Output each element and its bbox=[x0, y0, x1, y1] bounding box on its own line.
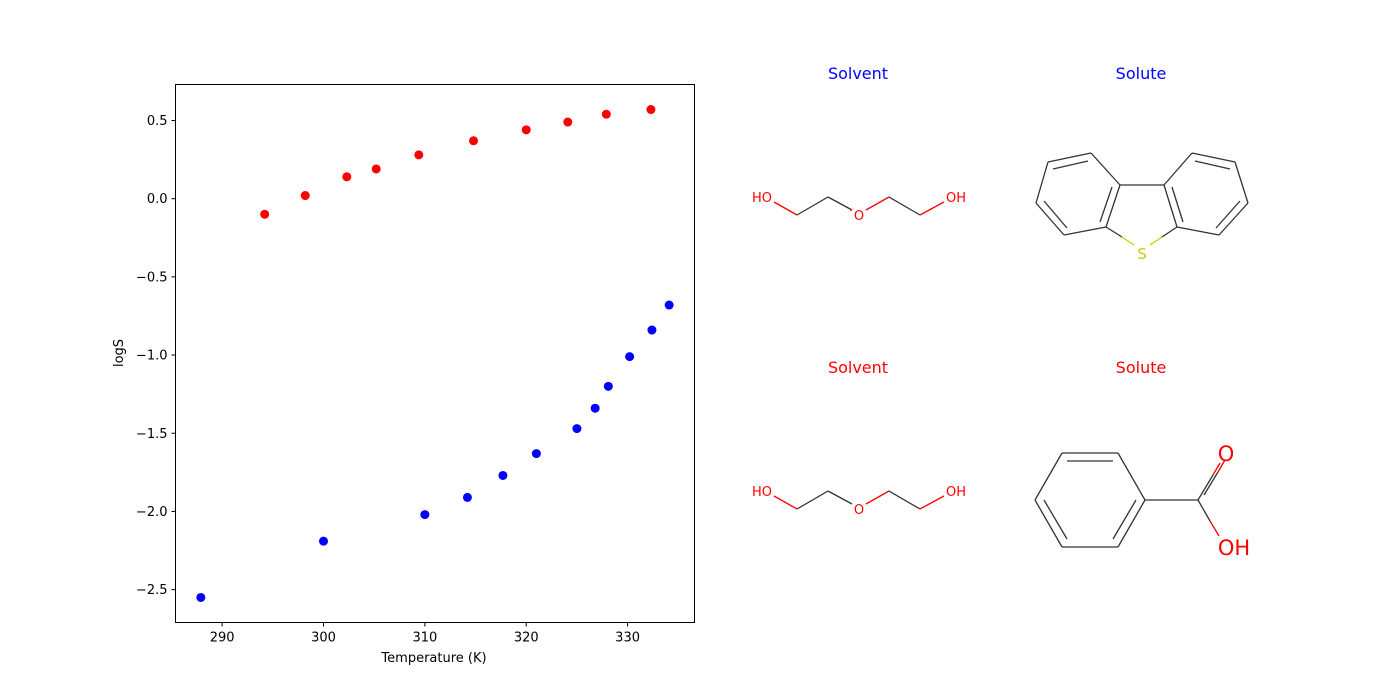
data-point-series-2 bbox=[521, 125, 531, 135]
data-point-series-1 bbox=[572, 424, 582, 434]
data-point-series-1 bbox=[196, 592, 206, 602]
y-tick-label: 0.0 bbox=[147, 192, 168, 207]
data-point-series-2 bbox=[601, 109, 611, 119]
y-axis-label: logS bbox=[112, 339, 127, 367]
pair1-solute-structure bbox=[1035, 152, 1249, 246]
pair1-solvent-structure bbox=[773, 196, 945, 216]
y-tick-label: −0.5 bbox=[136, 270, 168, 285]
data-point-series-1 bbox=[498, 470, 508, 480]
pair1-solute-title: Solute bbox=[1115, 64, 1167, 83]
y-tick-label: 0.5 bbox=[147, 114, 168, 129]
data-point-series-2 bbox=[342, 172, 352, 182]
data-point-series-1 bbox=[664, 300, 674, 310]
pair2-solute-structure bbox=[1034, 452, 1226, 548]
pair2-solvent-atom-oh: OH bbox=[946, 485, 966, 500]
data-point-series-1 bbox=[603, 381, 613, 391]
pair2-solvent-atom-ho: HO bbox=[752, 485, 772, 500]
pair2-solvent-title: Solvent bbox=[827, 358, 889, 377]
pair2-solvent-atom-o: O bbox=[854, 503, 864, 518]
data-point-series-1 bbox=[318, 536, 328, 546]
data-point-series-1 bbox=[590, 403, 600, 413]
plot-area-frame bbox=[175, 84, 695, 623]
data-point-series-2 bbox=[371, 164, 381, 174]
data-point-series-2 bbox=[300, 191, 310, 201]
x-axis-ticks: 290 300 310 320 330 bbox=[210, 622, 640, 646]
pair2-solute-atom-o: O bbox=[1218, 442, 1235, 466]
pair2-solute-title: Solute bbox=[1115, 358, 1167, 377]
data-point-series-1 bbox=[647, 325, 657, 335]
y-tick-label: −1.0 bbox=[136, 349, 168, 364]
pair1-solvent-atom-o: O bbox=[854, 209, 864, 224]
data-point-series-2 bbox=[260, 209, 270, 219]
x-tick-label: 300 bbox=[311, 631, 336, 646]
data-point-series-2 bbox=[469, 136, 479, 146]
pair1-solvent-atom-oh: OH bbox=[946, 191, 966, 206]
x-tick-label: 320 bbox=[514, 631, 539, 646]
x-tick-label: 330 bbox=[615, 631, 640, 646]
data-point-series-1 bbox=[462, 492, 472, 502]
pair1-solvent-atom-ho: HO bbox=[752, 191, 772, 206]
y-axis-ticks: 0.5 0.0 −0.5 −1.0 −1.5 −2.0 −2.5 bbox=[136, 114, 176, 598]
y-tick-label: −2.0 bbox=[136, 505, 168, 520]
data-point-series-1 bbox=[625, 352, 635, 362]
y-tick-label: −1.5 bbox=[136, 427, 168, 442]
data-point-series-2 bbox=[646, 105, 656, 115]
data-point-series-1 bbox=[420, 510, 430, 520]
pair1-solvent-title: Solvent bbox=[827, 64, 889, 83]
data-point-series-2 bbox=[414, 150, 424, 160]
data-point-series-2 bbox=[563, 117, 573, 127]
y-tick-label: −2.5 bbox=[136, 583, 168, 598]
x-axis-label: Temperature (K) bbox=[380, 651, 486, 666]
data-points bbox=[196, 105, 674, 602]
pair1-solute-atom-s: S bbox=[1137, 245, 1147, 263]
x-tick-label: 310 bbox=[412, 631, 437, 646]
pair2-solute-atom-oh: OH bbox=[1218, 536, 1250, 560]
x-tick-label: 290 bbox=[210, 631, 235, 646]
data-point-series-1 bbox=[531, 449, 541, 459]
pair2-solvent-structure bbox=[773, 490, 945, 510]
